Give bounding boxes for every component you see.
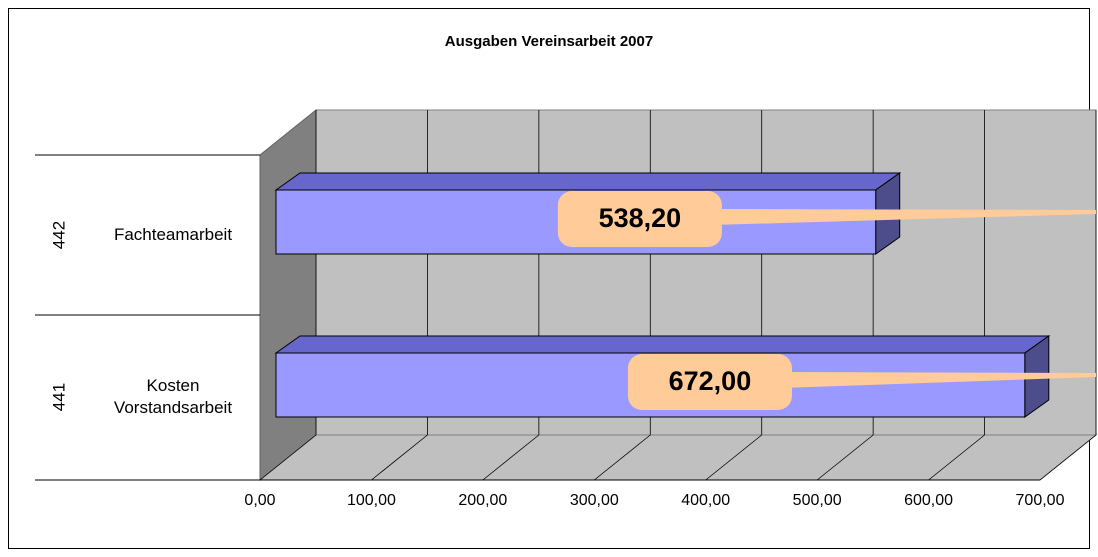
value-label-leader (781, 372, 1096, 388)
bar-top (274, 172, 902, 191)
floor-grid-line (371, 434, 428, 481)
floor-grid-line (705, 434, 762, 481)
floor-grid-line (1039, 434, 1097, 481)
value-label: 672,00 (669, 366, 752, 396)
category-label: Fachteamarbeit (113, 225, 233, 244)
x-tick-label: 700,00 (1016, 492, 1065, 509)
value-label-leader (711, 209, 1096, 225)
value-label-box (557, 191, 722, 247)
chart-title: Ausgaben Vereinsarbeit 2007 (445, 33, 653, 50)
x-tick-label: 100,00 (347, 492, 396, 509)
x-tick-label: 400,00 (681, 492, 730, 509)
x-tick-label: 0,00 (244, 492, 275, 509)
category-code: 441 (49, 383, 68, 411)
floor-grid-line (482, 434, 540, 481)
floor-grid-line (816, 434, 874, 481)
floor-grid-line (259, 434, 317, 481)
floor-grid-line (594, 434, 651, 481)
side-wall (259, 108, 317, 482)
category-label: Kosten Vorstandsarbeit (113, 376, 233, 417)
bar-top (274, 335, 1051, 354)
value-label: 538,20 (599, 203, 682, 233)
floor (258, 434, 1098, 481)
x-tick-label: 300,00 (570, 492, 619, 509)
x-tick-label: 200,00 (458, 492, 507, 509)
floor-grid-line (928, 434, 985, 481)
value-label-box (627, 354, 792, 410)
x-tick-label: 600,00 (904, 492, 953, 509)
category-code: 442 (49, 221, 68, 249)
x-tick-label: 500,00 (793, 492, 842, 509)
